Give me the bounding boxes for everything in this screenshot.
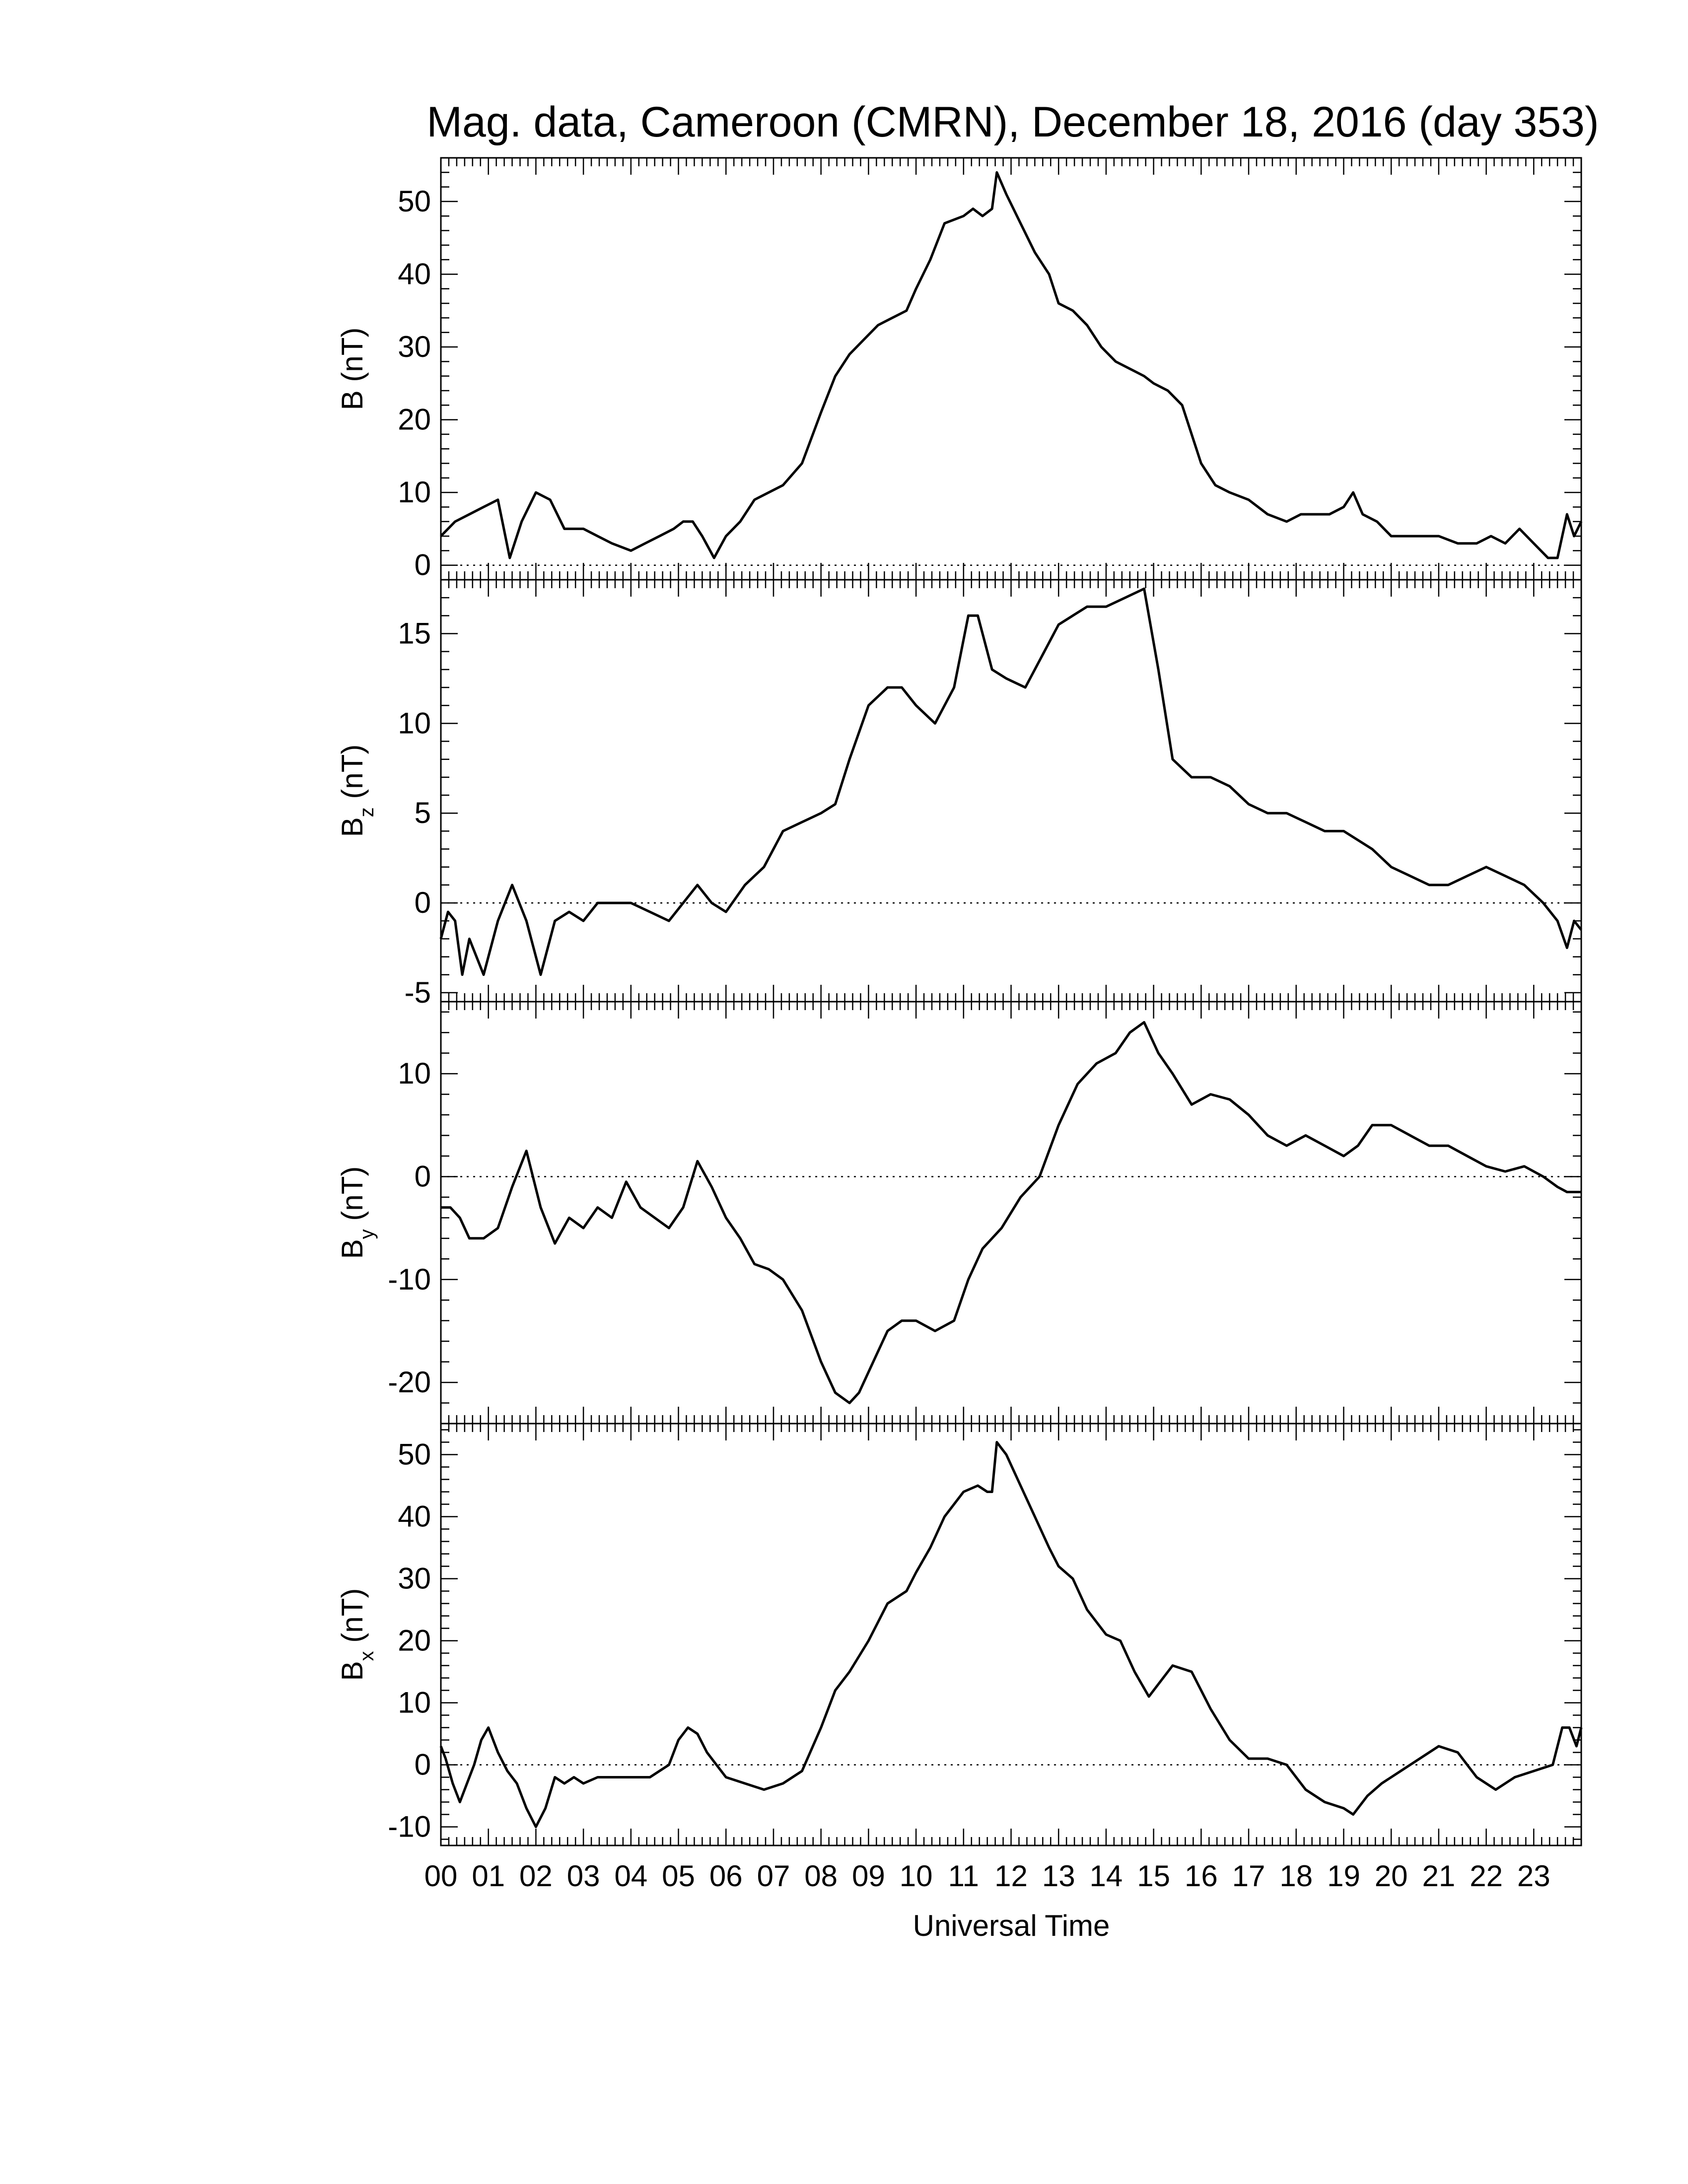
panel-Bz: -5 0 5 10 15 Bz (nT) [336, 579, 1582, 1009]
panels: 0 10 20 30 40 50 B (nT) -5 0 5 10 15 Bz (nT) -20 -10 0 1… [336, 157, 1583, 1846]
y-tick-label: 50 [398, 1438, 431, 1471]
x-tick-label: 04 [614, 1859, 647, 1893]
x-tick-label: 01 [472, 1859, 505, 1893]
y-label-subscript: z [356, 807, 378, 817]
chart-title: Mag. data, Cameroon (CMRN), December 18,… [426, 98, 1599, 146]
x-tick-label: 16 [1185, 1859, 1218, 1893]
x-tick-label: 06 [709, 1859, 743, 1893]
y-tick-label: 40 [398, 257, 431, 290]
x-tick-label: 15 [1137, 1859, 1170, 1893]
y-axis-label: Bx (nT) [336, 1588, 378, 1681]
y-tick-label: 10 [398, 1686, 431, 1719]
y-tick-label: 10 [398, 1057, 431, 1090]
y-tick-label: 0 [415, 1160, 431, 1193]
y-tick-label: 40 [398, 1500, 431, 1533]
y-axis-label: B (nT) [336, 328, 369, 410]
y-tick-label: 20 [398, 403, 431, 436]
y-tick-label: 5 [415, 796, 431, 829]
y-label-subscript: x [356, 1651, 378, 1661]
x-tick-label: 13 [1042, 1859, 1075, 1893]
panel-By: -20 -10 0 10 By (nT) [336, 1001, 1582, 1425]
x-tick-label: 18 [1279, 1859, 1313, 1893]
x-tick-label: 11 [948, 1859, 979, 1893]
panel-Bx: -10 0 10 20 30 40 50 Bx (nT) [336, 1423, 1583, 1846]
y-tick-label: 50 [398, 185, 431, 218]
y-tick-label: 10 [398, 706, 431, 740]
x-tick-label: 23 [1517, 1859, 1550, 1893]
y-label-base: B [336, 1661, 369, 1681]
y-tick-label: 0 [415, 1748, 431, 1781]
x-tick-label: 00 [424, 1859, 458, 1893]
series-line-By [441, 1021, 1581, 1404]
x-tick-label: 03 [567, 1859, 600, 1893]
x-tick-label: 09 [852, 1859, 885, 1893]
y-tick-label: -10 [388, 1810, 431, 1843]
y-label-base: B [336, 390, 369, 410]
y-tick-label: -10 [388, 1263, 431, 1296]
y-label-base: B [336, 1239, 369, 1259]
x-tick-label: 07 [757, 1859, 790, 1893]
panel-B: 0 10 20 30 40 50 B (nT) [336, 157, 1583, 582]
y-tick-label: 30 [398, 330, 431, 363]
y-label-subscript: y [356, 1229, 378, 1239]
x-tick-label: 08 [804, 1859, 838, 1893]
x-tick-label: 17 [1232, 1859, 1266, 1893]
x-tick-label: 21 [1422, 1859, 1456, 1893]
y-tick-label: 20 [398, 1624, 431, 1657]
y-label-unit: (nT) [336, 328, 369, 391]
y-axis-label: By (nT) [336, 1166, 378, 1259]
series-line-B [440, 171, 1583, 559]
y-label-base: B [336, 817, 369, 837]
x-tick-label: 20 [1375, 1859, 1408, 1893]
y-tick-label: 15 [398, 617, 431, 650]
x-tick-label: 02 [519, 1859, 553, 1893]
x-tick-label: 14 [1090, 1859, 1123, 1893]
x-tick-label: 19 [1327, 1859, 1360, 1893]
y-tick-label: 0 [415, 548, 431, 582]
y-label-unit: (nT) [336, 1588, 369, 1651]
x-tick-label: 10 [900, 1859, 933, 1893]
x-axis: 00 01 02 03 04 05 06 07 08 09 10 11 12 13 14 15 16 17 18 19… [424, 1859, 1550, 1893]
y-tick-label: -5 [405, 976, 431, 1009]
y-tick-label: 30 [398, 1562, 431, 1595]
y-tick-label: 10 [398, 476, 431, 509]
y-tick-label: -20 [388, 1365, 431, 1399]
x-axis-label: Universal Time [913, 1909, 1110, 1942]
x-tick-label: 05 [662, 1859, 695, 1893]
series-line-Bx [439, 1441, 1583, 1828]
y-label-unit: (nT) [336, 745, 369, 808]
series-line-Bz [439, 587, 1582, 976]
y-label-unit: (nT) [336, 1166, 369, 1229]
x-tick-label: 12 [994, 1859, 1028, 1893]
x-tick-label: 22 [1470, 1859, 1503, 1893]
y-axis-label: Bz (nT) [336, 745, 378, 837]
y-tick-label: 0 [415, 886, 431, 919]
